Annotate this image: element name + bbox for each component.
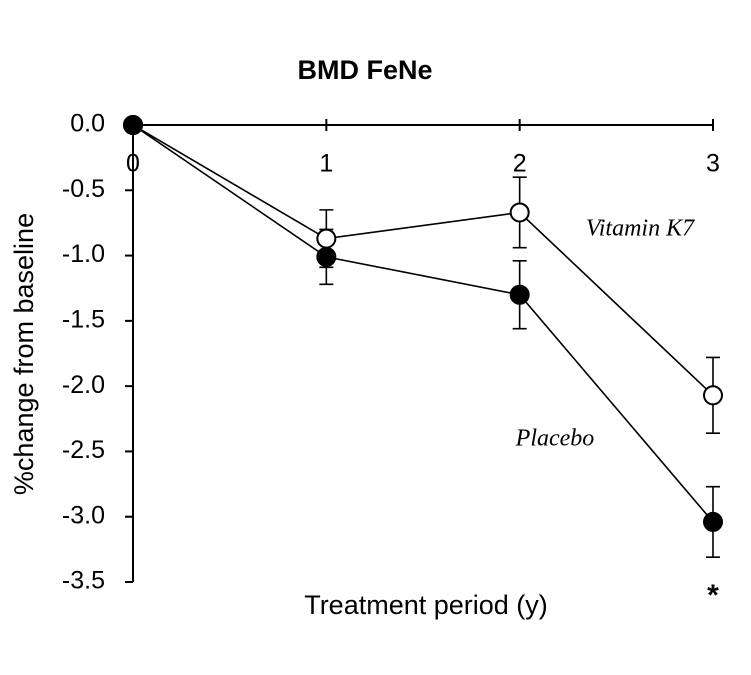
annotation: *: [707, 579, 719, 612]
marker: [703, 511, 723, 532]
x-tick-label: 0: [126, 150, 140, 178]
marker: [123, 115, 143, 135]
series-line: [132, 124, 714, 396]
y-axis-label: %change from baseline: [9, 213, 39, 495]
y-tick-label: -3.5: [62, 567, 105, 595]
series-line: [132, 124, 714, 523]
x-tick-label: 3: [706, 150, 720, 178]
marker: [316, 228, 337, 249]
series-label: Vitamin K7: [586, 216, 695, 242]
series-label: Placebo: [515, 426, 595, 452]
marker: [703, 385, 723, 406]
y-tick-label: -2.5: [62, 436, 105, 464]
marker: [509, 284, 530, 305]
marker: [316, 246, 337, 267]
chart-title: BMD FeNe: [297, 55, 432, 85]
y-tick-label: -0.5: [62, 175, 105, 203]
marker: [509, 202, 530, 223]
y-tick-label: -1.5: [62, 305, 105, 333]
y-tick-label: -2.0: [62, 371, 105, 399]
y-tick-label: -3.0: [62, 501, 105, 529]
x-tick-label: 2: [513, 150, 527, 178]
x-tick-label: 1: [319, 150, 333, 178]
x-axis-label: Treatment period (y): [304, 590, 548, 620]
y-tick-label: -1.0: [62, 240, 105, 268]
y-tick-label: 0.0: [70, 110, 105, 138]
